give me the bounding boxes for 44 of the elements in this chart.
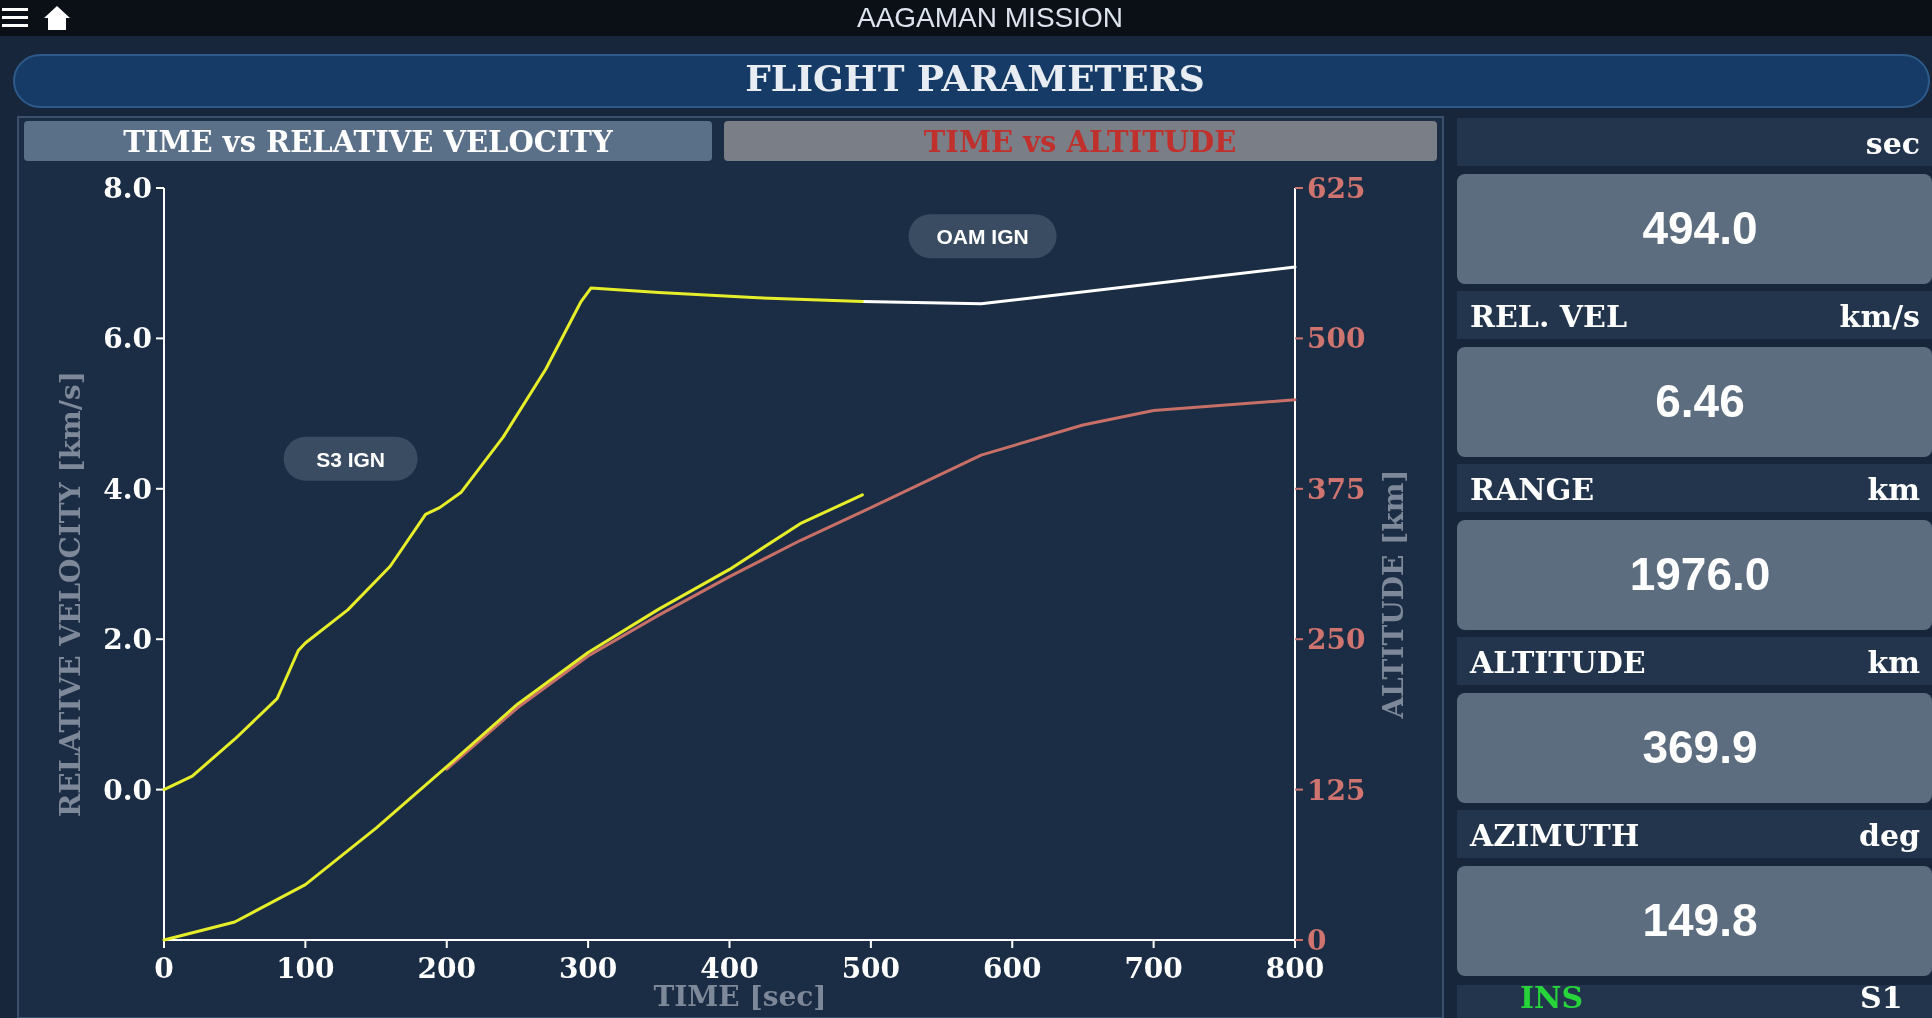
y2-tick-label: 250 [1307, 623, 1366, 657]
text: sec [1865, 126, 1920, 161]
y2-tick-label: 625 [1307, 172, 1366, 205]
text: S1 [1860, 980, 1903, 1015]
text: AAGAMAN MISSION [856, 2, 1124, 33]
y-tick-label: 6.0 [103, 322, 152, 356]
x-tick-label: 0 [154, 952, 174, 985]
text: RANGE [1470, 472, 1595, 507]
x-tick-label: 200 [417, 952, 476, 985]
y-tick-label: 8.0 [103, 172, 152, 205]
text: 494.0 [1642, 202, 1758, 254]
text: TIME vs ALTITUDE [923, 125, 1237, 159]
text: ALTITUDE [1469, 645, 1646, 680]
text: deg [1858, 818, 1921, 853]
y2-tick-label: 500 [1307, 322, 1366, 356]
text: 369.9 [1642, 721, 1758, 773]
annotation: OAM IGN [936, 225, 1029, 249]
line-series [445, 398, 1297, 771]
y-tick-label: 2.0 [103, 623, 152, 657]
y-axis-title: RELATIVE VELOCITY [km/s] [54, 371, 87, 817]
y-tick-label: 0.0 [103, 773, 152, 807]
line-series [162, 286, 864, 792]
y2-axis-title: ALTITUDE [km] [1377, 469, 1410, 720]
text: TIME vs RELATIVE VELOCITY [123, 125, 613, 159]
text: INS [1520, 980, 1584, 1015]
x-tick-label: 600 [983, 952, 1042, 985]
y2-tick-label: 125 [1307, 773, 1366, 807]
y2-tick-label: 375 [1307, 472, 1366, 506]
x-tick-label: 300 [558, 952, 618, 985]
chart-title: FLIGHT PARAMETERS [745, 57, 1205, 99]
x-tick-label: 500 [841, 952, 901, 985]
text: km/s [1839, 299, 1920, 334]
text: km [1867, 472, 1921, 507]
x-tick-label: 100 [276, 952, 335, 985]
text: 1976.0 [1629, 548, 1771, 600]
x-tick-label: 700 [1124, 952, 1183, 985]
line-series [162, 493, 864, 942]
y-tick-label: 4.0 [103, 472, 152, 506]
text: REL. VEL [1470, 299, 1628, 334]
text: 149.8 [1642, 894, 1758, 946]
text: AZIMUTH [1469, 818, 1640, 853]
text: km [1867, 645, 1921, 680]
annotation: S3 IGN [316, 447, 386, 471]
text: 6.46 [1655, 375, 1745, 427]
